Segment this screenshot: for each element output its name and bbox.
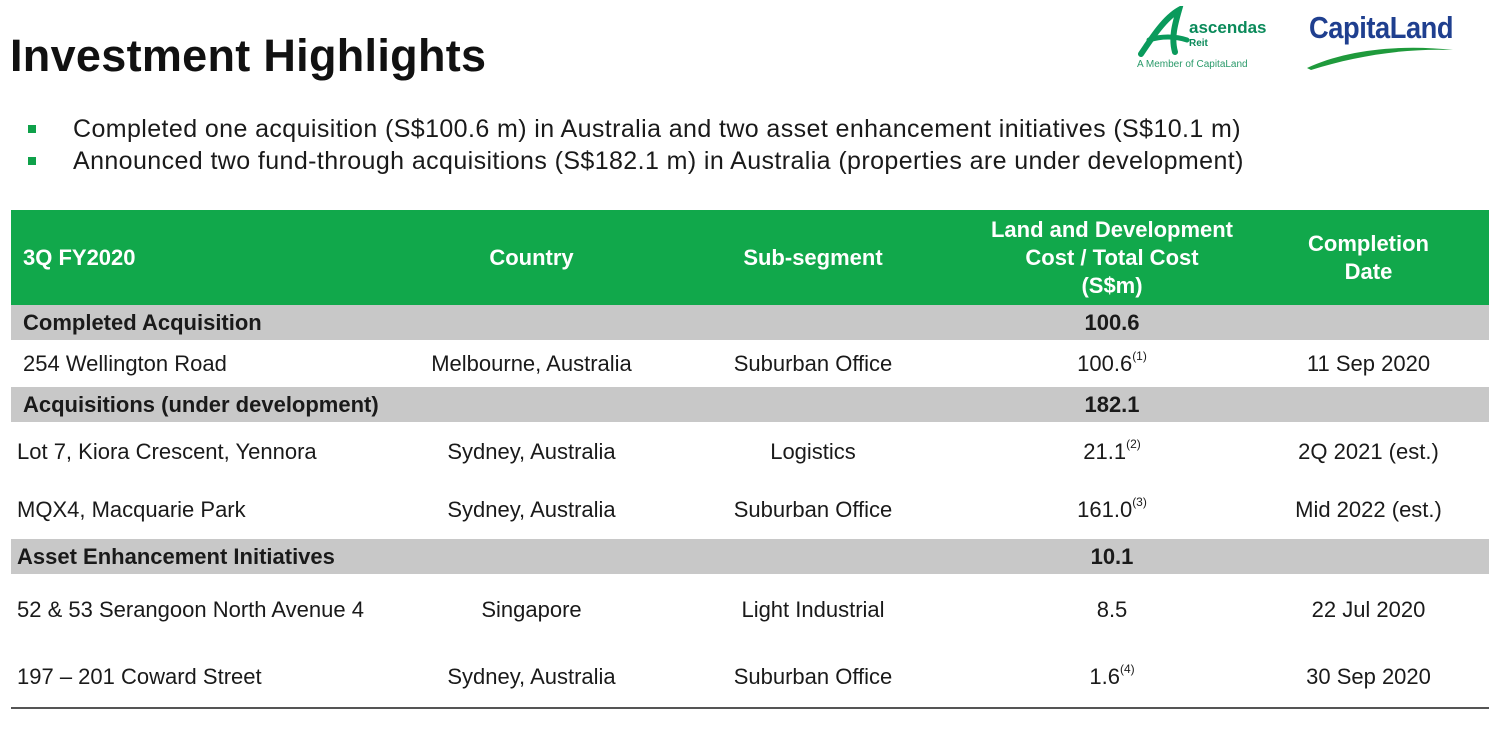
- property-date: 2Q 2021 (est.): [1298, 438, 1439, 464]
- section-empty: [1248, 539, 1489, 574]
- highlight-text: Announced two fund-through acquisitions …: [73, 146, 1244, 175]
- col-period: 3Q FY2020: [11, 210, 413, 305]
- ascendas-mark-icon: [1138, 6, 1190, 57]
- ascendas-tagline: A Member of CapitaLand: [1137, 59, 1248, 70]
- property-segment: Suburban Office: [650, 646, 976, 709]
- col-cost: Land and Development Cost / Total Cost (…: [976, 210, 1248, 305]
- col-sub-segment: Sub-segment: [650, 210, 976, 305]
- property-country: Melbourne, Australia: [431, 350, 632, 376]
- col-completion-date: Completion Date: [1248, 210, 1489, 305]
- property-country: Sydney, Australia: [447, 438, 616, 464]
- investment-table: 3Q FY2020 Country Sub-segment Land and D…: [11, 210, 1489, 709]
- highlights-list: Completed one acquisition (S$100.6 m) in…: [28, 113, 1244, 177]
- property-name: MQX4, Macquarie Park: [17, 497, 246, 522]
- cost-value: 21.1: [1083, 438, 1127, 464]
- col-cost-line: Cost / Total Cost: [1025, 244, 1199, 270]
- footnote-ref: (2): [1126, 436, 1141, 451]
- footnote-ref: (1): [1132, 348, 1147, 363]
- property-name: 197 – 201 Coward Street: [11, 646, 413, 709]
- property-date: Mid 2022 (est.): [1295, 497, 1442, 522]
- property-date: 11 Sep 2020: [1306, 350, 1431, 376]
- table-row: Lot 7, Kiora Crescent, Yennora Sydney, A…: [11, 422, 1489, 481]
- property-name: 52 & 53 Serangoon North Avenue 4: [17, 597, 364, 622]
- bullet-square-icon: [28, 125, 36, 133]
- section-total: 10.1: [976, 539, 1248, 574]
- bullet-square-icon: [28, 157, 36, 165]
- section-empty: [1248, 387, 1489, 422]
- footnote-ref: (4): [1119, 661, 1135, 676]
- ascendas-reit-text: Reit: [1189, 38, 1208, 49]
- section-row: Acquisitions (under development) 182.1: [11, 387, 1489, 422]
- cost-value: 1.6: [1089, 663, 1120, 689]
- table-row: 197 – 201 Coward Street Sydney, Australi…: [11, 646, 1489, 709]
- cost-value: 100.6: [1077, 350, 1133, 376]
- section-row: Completed Acquisition 100.6: [11, 305, 1489, 340]
- col-cost-line: (S$m): [1081, 272, 1143, 298]
- table-row: 52 & 53 Serangoon North Avenue 4 Singapo…: [11, 574, 1489, 646]
- section-label: Completed Acquisition: [11, 305, 976, 340]
- property-cost: 161.0(3): [976, 481, 1248, 539]
- cost-value: 8.5: [1096, 597, 1128, 622]
- section-label: Acquisitions (under development): [11, 387, 976, 422]
- property-name: Lot 7, Kiora Crescent, Yennora: [17, 438, 317, 464]
- capitaland-swoosh-icon: [1307, 47, 1453, 70]
- col-date-line: Date: [1344, 258, 1393, 284]
- property-segment: Logistics: [770, 438, 856, 464]
- page-title: Investment Highlights: [10, 30, 487, 81]
- property-segment: Suburban Office: [733, 497, 893, 522]
- highlight-item: Announced two fund-through acquisitions …: [28, 145, 1244, 177]
- ascendas-brand-text: ascendas: [1189, 18, 1267, 37]
- property-name: 254 Wellington Road: [23, 350, 227, 376]
- section-total: 100.6: [976, 305, 1248, 340]
- property-country: Singapore: [481, 597, 582, 622]
- table-header-row: 3Q FY2020 Country Sub-segment Land and D…: [11, 210, 1489, 305]
- capitaland-brand-text: CapitaLand: [1309, 10, 1454, 45]
- table-row: MQX4, Macquarie Park Sydney, Australia S…: [11, 481, 1489, 539]
- section-label: Asset Enhancement Initiatives: [11, 539, 976, 574]
- section-total: 182.1: [976, 387, 1248, 422]
- footnote-ref: (3): [1132, 495, 1147, 509]
- cost-value: 161.0: [1077, 497, 1133, 522]
- property-date: 30 Sep 2020: [1248, 646, 1489, 709]
- section-empty: [1248, 305, 1489, 340]
- property-cost: 100.6(1): [976, 340, 1248, 387]
- property-segment: Light Industrial: [741, 597, 885, 622]
- col-date-line: Completion: [1308, 230, 1429, 256]
- table-row: 254 Wellington Road Melbourne, Australia…: [11, 340, 1489, 387]
- property-cost: 8.5: [976, 574, 1248, 646]
- col-country: Country: [413, 210, 650, 305]
- property-cost: 21.1(2): [976, 422, 1248, 481]
- section-row: Asset Enhancement Initiatives 10.1: [11, 539, 1489, 574]
- capitaland-logo: CapitaLand: [1305, 6, 1455, 72]
- property-country: Sydney, Australia: [447, 497, 616, 522]
- property-date: 22 Jul 2020: [1311, 597, 1426, 622]
- highlight-item: Completed one acquisition (S$100.6 m) in…: [28, 113, 1244, 145]
- property-cost: 1.6(4): [976, 646, 1248, 709]
- property-segment: Suburban Office: [733, 350, 893, 376]
- col-cost-line: Land and Development: [990, 216, 1234, 242]
- property-country: Sydney, Australia: [413, 646, 650, 709]
- ascendas-reit-logo: ascendas Reit A Member of CapitaLand: [1135, 6, 1270, 74]
- highlight-text: Completed one acquisition (S$100.6 m) in…: [73, 114, 1241, 143]
